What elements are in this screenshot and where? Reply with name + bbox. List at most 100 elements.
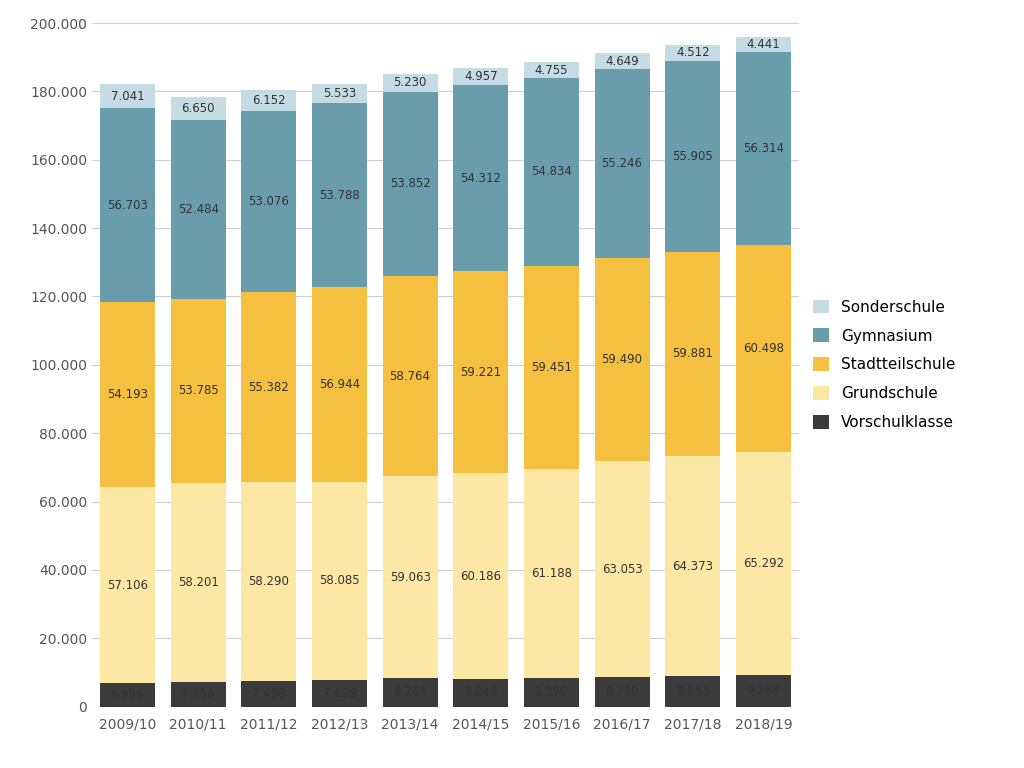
Text: 6.996: 6.996 [111,688,144,701]
Text: 55.905: 55.905 [673,150,713,163]
Bar [171,299,225,483]
Bar [242,90,296,111]
Bar [736,675,791,707]
Bar [454,85,508,271]
Text: 58.290: 58.290 [249,574,289,588]
Bar [242,293,296,482]
Text: 54.312: 54.312 [460,172,502,184]
Text: 5.230: 5.230 [393,76,427,89]
Bar [666,61,720,252]
Text: 54.193: 54.193 [106,389,148,402]
Text: 8.390: 8.390 [535,686,568,699]
Bar [666,677,720,707]
Text: 61.188: 61.188 [530,567,572,580]
Bar [100,683,155,707]
Bar [383,276,437,476]
Bar [100,84,155,108]
Bar [312,482,367,680]
Text: 56.944: 56.944 [318,378,360,391]
Bar [454,68,508,85]
Bar [454,679,508,707]
Text: 4.512: 4.512 [676,46,710,59]
Text: 54.834: 54.834 [531,165,571,178]
Bar [383,476,437,678]
Text: 60.186: 60.186 [460,570,502,583]
Text: 4.649: 4.649 [605,55,639,68]
Text: 6.152: 6.152 [252,94,286,107]
Text: 65.292: 65.292 [742,557,784,570]
Text: 56.703: 56.703 [108,199,147,212]
Text: 59.451: 59.451 [530,361,572,374]
Text: 7.498: 7.498 [252,687,286,700]
Text: 8.710: 8.710 [605,685,639,698]
Text: 53.788: 53.788 [319,189,359,202]
Bar [100,303,155,488]
Bar [736,452,791,675]
Bar [100,488,155,683]
Text: 4.957: 4.957 [464,71,498,84]
Text: 59.490: 59.490 [601,353,643,366]
Legend: Sonderschule, Gymnasium, Stadtteilschule, Grundschule, Vorschulklasse: Sonderschule, Gymnasium, Stadtteilschule… [813,300,955,430]
Bar [242,482,296,681]
Text: 55.382: 55.382 [249,381,289,393]
Bar [524,62,579,78]
Bar [666,456,720,677]
Text: 64.373: 64.373 [672,560,714,573]
Text: 58.201: 58.201 [178,576,218,589]
Text: 4.755: 4.755 [535,64,568,77]
Bar [524,78,579,266]
Bar [383,91,437,276]
Bar [524,266,579,468]
Bar [595,258,649,462]
Bar [383,678,437,707]
Bar [595,462,649,677]
Bar [171,682,225,707]
Bar [524,678,579,707]
Bar [171,97,225,120]
Bar [312,287,367,482]
Bar [312,104,367,287]
Text: 55.246: 55.246 [601,157,643,170]
Text: 63.053: 63.053 [602,562,642,575]
Bar [383,74,437,91]
Text: 8.264: 8.264 [393,686,427,699]
Text: 5.533: 5.533 [323,88,356,101]
Bar [524,468,579,678]
Bar [595,53,649,69]
Text: 7.699: 7.699 [323,687,356,700]
Bar [736,38,791,52]
Text: 7.041: 7.041 [111,90,144,103]
Bar [454,271,508,473]
Text: 60.498: 60.498 [742,342,784,355]
Text: 58.085: 58.085 [319,574,359,588]
Bar [312,680,367,707]
Text: 53.076: 53.076 [249,195,289,208]
Bar [171,483,225,682]
Text: 52.484: 52.484 [177,203,219,216]
Text: 4.441: 4.441 [746,38,780,51]
Text: 59.881: 59.881 [673,347,713,360]
Text: 9.288: 9.288 [746,684,780,697]
Bar [595,69,649,258]
Text: 6.650: 6.650 [181,102,215,114]
Text: 59.063: 59.063 [390,571,430,584]
Text: 7.258: 7.258 [181,687,215,700]
Text: 58.764: 58.764 [389,369,431,382]
Text: 53.852: 53.852 [390,177,430,190]
Text: 53.785: 53.785 [178,385,218,397]
Bar [242,111,296,293]
Text: 59.221: 59.221 [460,366,502,379]
Bar [312,84,367,104]
Bar [100,108,155,303]
Bar [454,473,508,679]
Text: 8.853: 8.853 [676,685,710,698]
Text: 56.314: 56.314 [742,142,784,155]
Bar [595,677,649,707]
Bar [242,681,296,707]
Bar [736,245,791,452]
Text: 57.106: 57.106 [106,578,148,591]
Bar [666,252,720,456]
Bar [666,45,720,61]
Text: 8.048: 8.048 [464,687,498,700]
Bar [736,52,791,245]
